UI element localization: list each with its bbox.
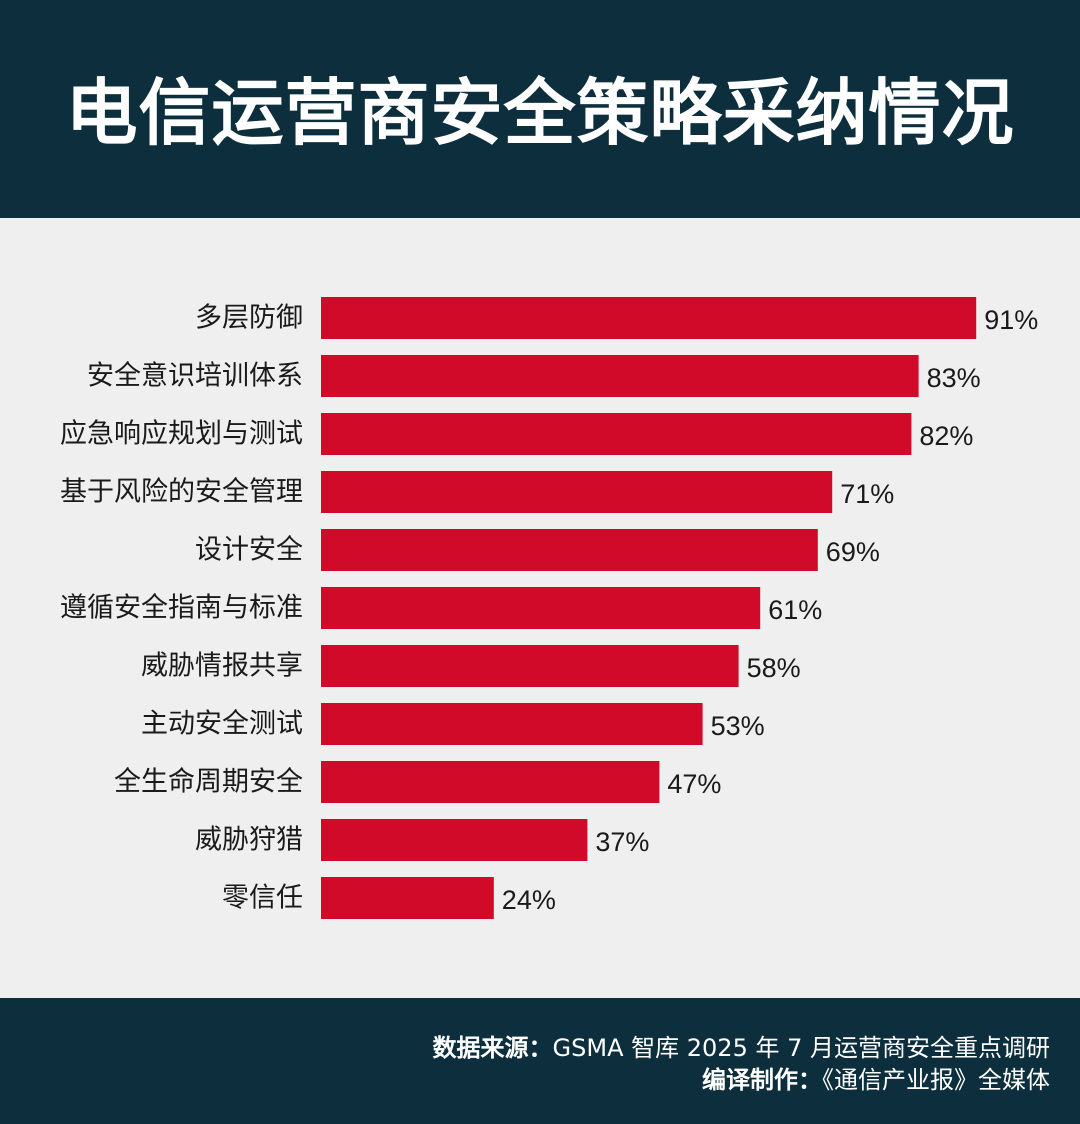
bar xyxy=(321,819,588,861)
category-label: 威胁情报共享 xyxy=(141,651,303,682)
value-label: 69% xyxy=(826,537,880,567)
bar xyxy=(321,877,494,919)
bar xyxy=(321,703,703,745)
footer: 数据来源：GSMA 智库 2025 年 7 月运营商安全重点调研 编译制作：《通… xyxy=(0,998,1080,1124)
value-label: 37% xyxy=(595,827,649,857)
category-label: 全生命周期安全 xyxy=(114,767,303,798)
category-label: 设计安全 xyxy=(195,535,303,566)
value-label: 91% xyxy=(984,305,1038,335)
bar xyxy=(321,471,833,513)
bar xyxy=(321,529,818,571)
bar xyxy=(321,761,660,803)
credit-line: 编译制作：《通信产业报》全媒体 xyxy=(702,1060,1050,1095)
value-label: 53% xyxy=(711,711,765,741)
category-label: 零信任 xyxy=(222,883,303,914)
data-source-label: 数据来源： xyxy=(432,1034,553,1062)
bar xyxy=(321,645,739,687)
chart-title: 电信运营商安全策略采纳情况 xyxy=(65,70,1015,155)
category-label: 基于风险的安全管理 xyxy=(60,477,303,508)
data-source-text: GSMA 智库 2025 年 7 月运营商安全重点调研 xyxy=(552,1034,1050,1062)
credit-text: 《通信产业报》全媒体 xyxy=(822,1066,1050,1094)
category-label: 应急响应规划与测试 xyxy=(60,419,303,450)
value-label: 47% xyxy=(667,769,721,799)
bar xyxy=(321,587,761,629)
value-label: 82% xyxy=(919,421,973,451)
value-label: 71% xyxy=(840,479,894,509)
category-label: 多层防御 xyxy=(195,303,303,334)
chart-area: 多层防御 91% 安全意识培训体系 83% 应急响应规划与测试 82% 基于风险的安全管理 7… xyxy=(0,218,1080,998)
category-label: 遵循安全指南与标准 xyxy=(60,593,303,624)
header-banner: 电信运营商安全策略采纳情况 xyxy=(0,0,1080,218)
bar xyxy=(321,297,977,339)
bar xyxy=(321,355,919,397)
bar-chart: 多层防御 91% 安全意识培训体系 83% 应急响应规划与测试 82% 基于风险的安全管理 7… xyxy=(60,297,1038,919)
value-label: 83% xyxy=(927,363,981,393)
credit-label: 编译制作： xyxy=(702,1066,822,1094)
category-label: 威胁狩猎 xyxy=(195,825,303,856)
category-label: 主动安全测试 xyxy=(141,709,303,740)
value-label: 24% xyxy=(502,885,556,915)
bar xyxy=(321,413,912,455)
value-label: 58% xyxy=(747,653,801,683)
data-source-line: 数据来源：GSMA 智库 2025 年 7 月运营商安全重点调研 xyxy=(433,1028,1050,1063)
category-label: 安全意识培训体系 xyxy=(87,361,303,392)
value-label: 61% xyxy=(768,595,822,625)
